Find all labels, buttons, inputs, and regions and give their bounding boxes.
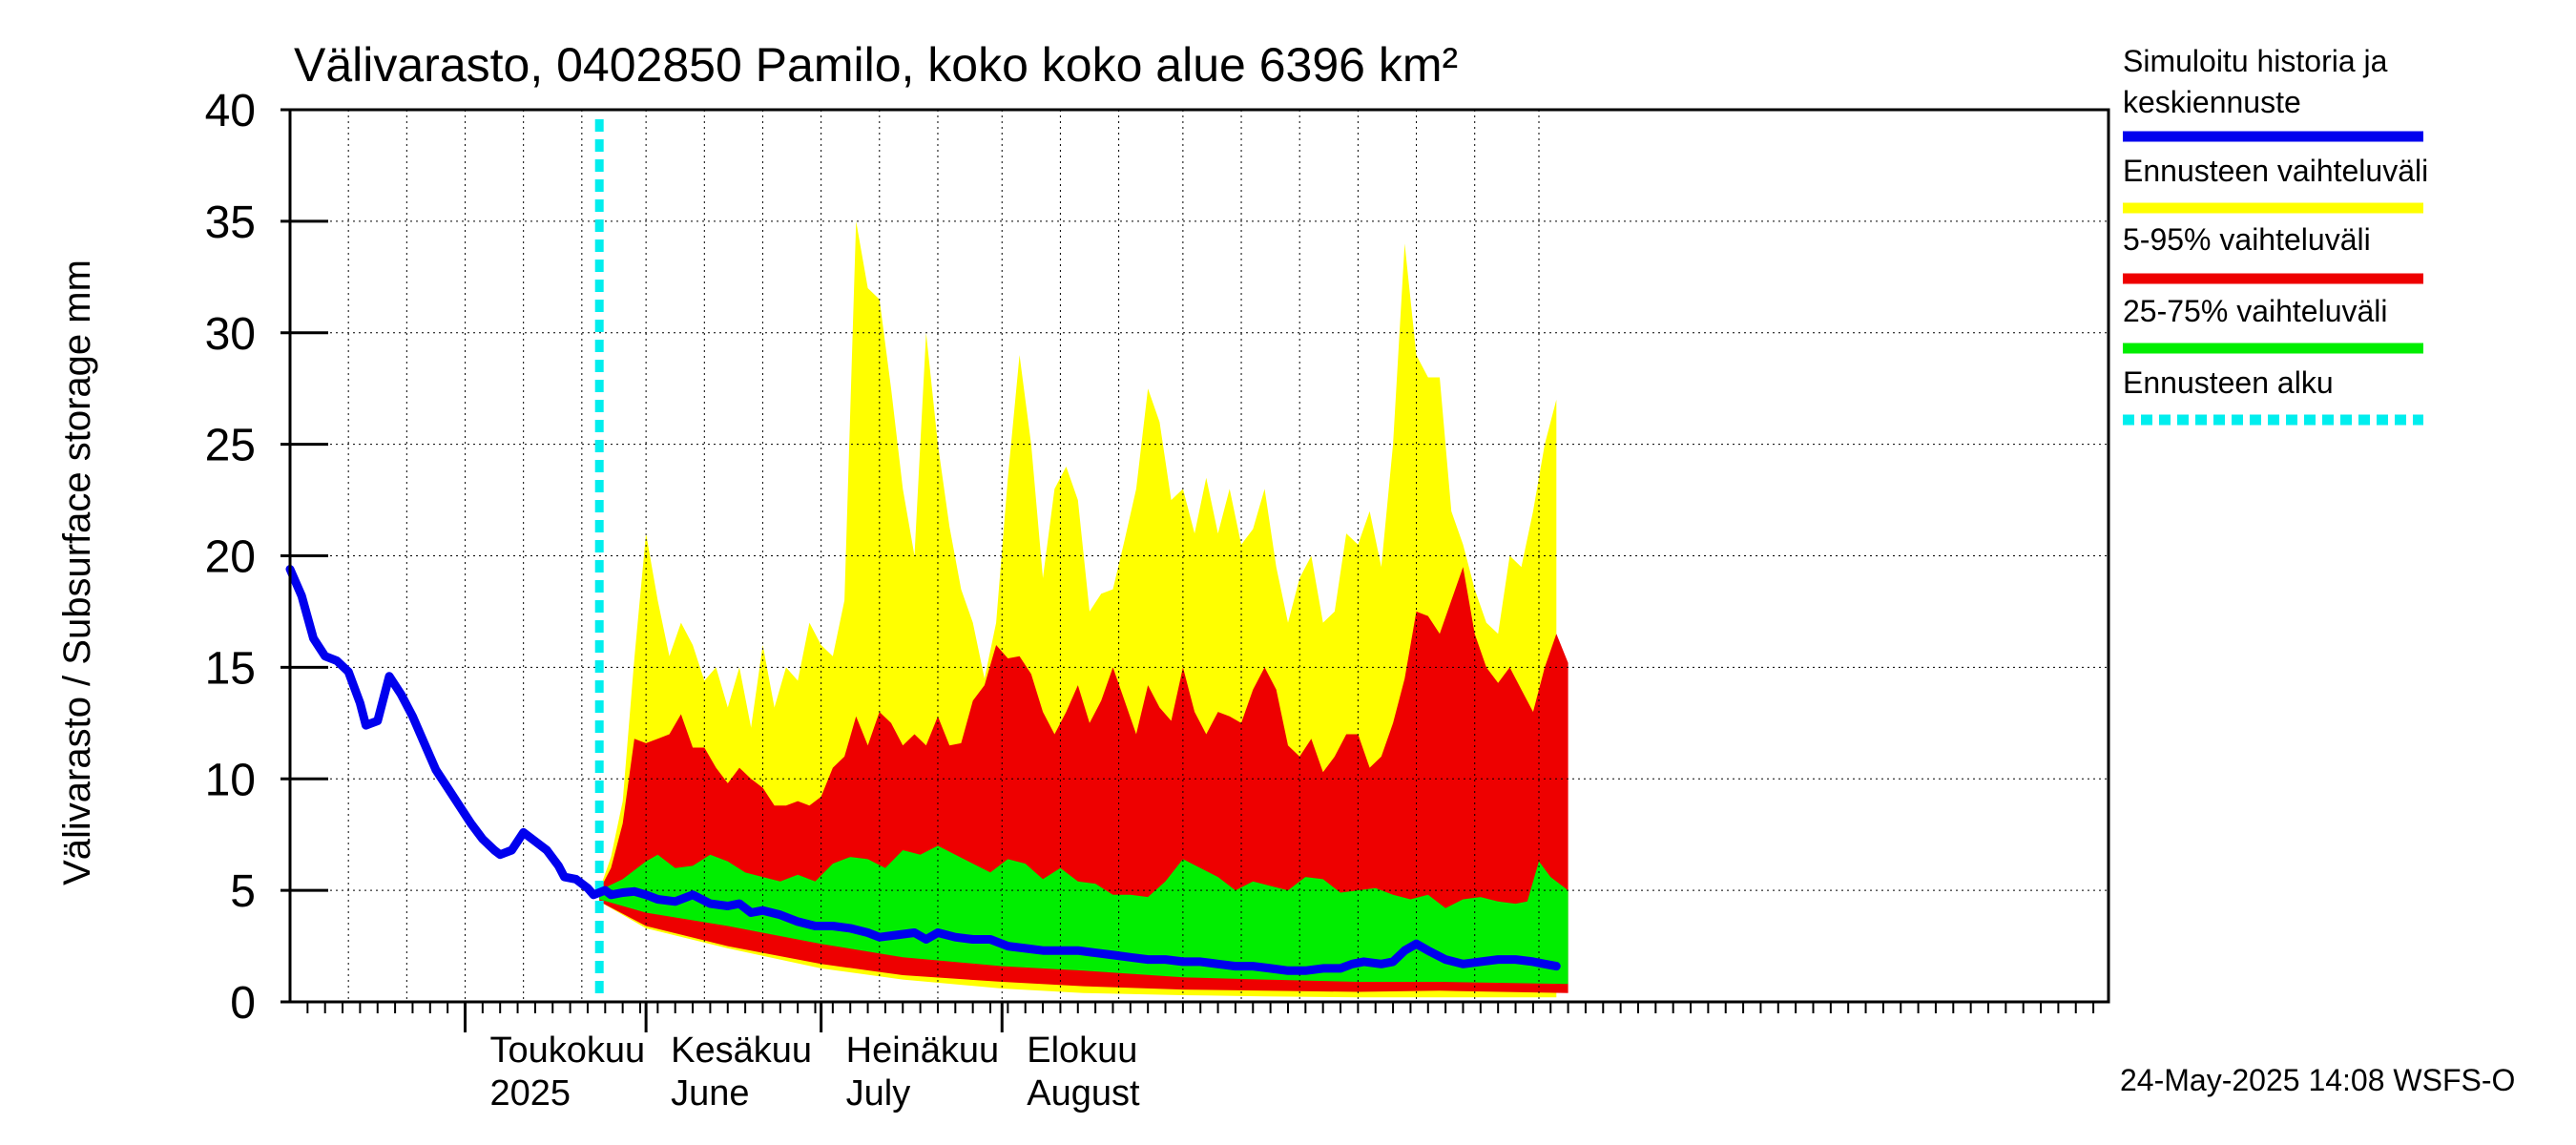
forecast-bands — [599, 220, 1568, 998]
y-tick-label: 25 — [205, 421, 256, 471]
y-tick-label: 5 — [230, 866, 256, 917]
y-tick-label: 20 — [205, 532, 256, 583]
legend-label: Simuloitu historia ja — [2123, 44, 2388, 78]
x-month-label: Toukokuu — [490, 1030, 646, 1071]
x-month-sublabel: June — [671, 1073, 749, 1114]
band-25-75-vaihteluv-li — [599, 845, 1568, 985]
x-month-sublabel: 2025 — [490, 1073, 571, 1114]
footer-timestamp: 24-May-2025 14:08 WSFS-O — [2120, 1063, 2515, 1097]
legend-label: 25-75% vaihteluväli — [2123, 294, 2388, 328]
y-tick-label: 0 — [230, 978, 256, 1029]
y-tick-label: 15 — [205, 643, 256, 694]
y-axis-label: Välivarasto / Subsurface storage mm — [56, 260, 98, 885]
legend-label: Ennusteen vaihteluväli — [2123, 154, 2428, 188]
y-tick-label: 30 — [205, 309, 256, 360]
y-tick-label: 10 — [205, 755, 256, 805]
y-tick-label: 35 — [205, 198, 256, 248]
data-lines — [285, 565, 1561, 975]
x-month-label: Heinäkuu — [846, 1030, 1000, 1071]
x-month-label: Elokuu — [1027, 1030, 1137, 1071]
axes: 0510152025303540Toukokuu2025KesäkuuJuneH… — [205, 86, 2110, 1114]
chart-title: Välivarasto, 0402850 Pamilo, koko koko a… — [294, 38, 1458, 92]
y-tick-label: 40 — [205, 86, 256, 136]
x-month-sublabel: August — [1027, 1073, 1140, 1114]
grid-lines — [290, 110, 2109, 1002]
legend-label: 5-95% vaihteluväli — [2123, 222, 2371, 257]
legend-label: Ennusteen alku — [2123, 365, 2334, 400]
median-line — [285, 565, 1561, 975]
x-month-label: Kesäkuu — [671, 1030, 812, 1071]
legend-label: keskiennuste — [2123, 85, 2301, 119]
x-month-sublabel: July — [846, 1073, 911, 1114]
legend: Simuloitu historia ja keskiennuste Ennuste… — [2123, 44, 2428, 426]
